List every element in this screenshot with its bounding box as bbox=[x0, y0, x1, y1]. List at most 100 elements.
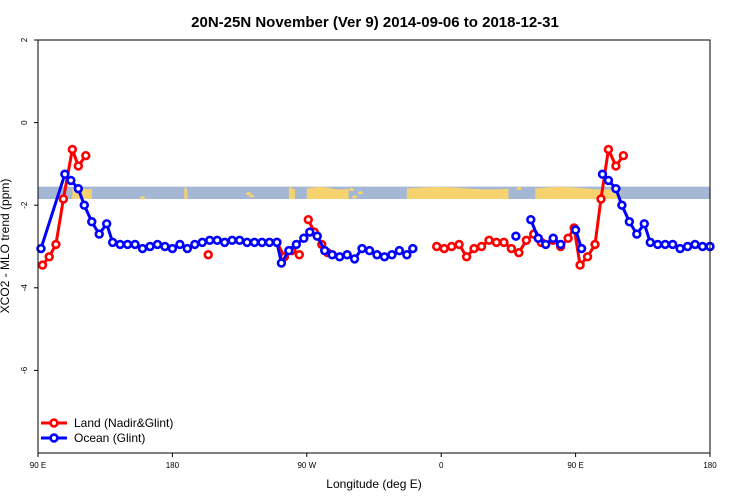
data-point bbox=[387, 250, 397, 260]
x-axis: 90 E 180 90 W 0 90 E 180 bbox=[30, 453, 717, 470]
data-point bbox=[611, 183, 621, 194]
data-point bbox=[364, 245, 375, 256]
data-point bbox=[272, 237, 282, 248]
x-tick-label: 180 bbox=[166, 461, 180, 470]
data-point bbox=[257, 237, 267, 248]
plot-area bbox=[36, 39, 715, 454]
land-mass bbox=[288, 186, 295, 200]
data-point bbox=[145, 241, 155, 252]
data-point bbox=[37, 260, 48, 270]
series-land bbox=[37, 144, 629, 270]
data-point bbox=[603, 144, 614, 155]
data-point bbox=[36, 243, 46, 254]
land-mass bbox=[406, 186, 509, 200]
data-point bbox=[570, 225, 581, 235]
data-point bbox=[611, 161, 621, 171]
data-point bbox=[590, 239, 600, 250]
data-point bbox=[67, 144, 78, 155]
land-mass bbox=[306, 186, 349, 200]
data-point bbox=[582, 252, 593, 262]
data-point bbox=[58, 194, 69, 204]
data-point bbox=[469, 243, 479, 254]
data-point bbox=[137, 243, 148, 254]
data-point bbox=[667, 239, 678, 250]
data-point bbox=[294, 250, 305, 260]
data-point bbox=[276, 258, 287, 268]
data-point bbox=[408, 243, 418, 254]
data-point bbox=[73, 183, 84, 194]
data-point bbox=[234, 235, 245, 246]
data-point bbox=[190, 239, 200, 250]
data-point bbox=[632, 229, 642, 239]
data-point bbox=[327, 250, 337, 260]
data-point bbox=[160, 241, 170, 252]
data-point bbox=[152, 239, 163, 250]
land-mass bbox=[184, 186, 188, 200]
data-point bbox=[167, 243, 178, 254]
x-tick-label: 0 bbox=[439, 461, 444, 470]
data-point bbox=[697, 241, 708, 252]
island bbox=[246, 192, 252, 196]
data-point bbox=[526, 214, 536, 225]
data-point bbox=[476, 241, 487, 252]
data-point bbox=[291, 239, 302, 250]
data-point bbox=[203, 250, 213, 260]
series-ocean bbox=[36, 169, 715, 268]
data-point bbox=[639, 219, 649, 229]
data-point bbox=[175, 239, 185, 250]
data-point bbox=[249, 237, 260, 248]
island bbox=[140, 196, 146, 200]
data-point bbox=[122, 239, 133, 250]
data-point bbox=[514, 247, 524, 258]
data-point bbox=[242, 237, 252, 248]
data-point bbox=[349, 254, 360, 264]
data-point bbox=[446, 241, 457, 252]
data-point bbox=[284, 245, 294, 256]
data-point bbox=[541, 239, 551, 250]
data-point bbox=[624, 217, 635, 227]
y-tick-label: -4 bbox=[20, 284, 29, 292]
data-point bbox=[484, 235, 494, 246]
data-point bbox=[491, 237, 502, 248]
data-point bbox=[44, 252, 54, 262]
data-point bbox=[394, 245, 405, 256]
data-point bbox=[94, 229, 104, 239]
data-point bbox=[66, 175, 76, 186]
y-tick-label: -2 bbox=[20, 201, 29, 209]
data-point bbox=[107, 237, 118, 248]
data-point bbox=[596, 194, 606, 204]
data-point bbox=[576, 243, 587, 254]
data-point bbox=[603, 175, 614, 186]
data-point bbox=[618, 150, 629, 161]
data-point bbox=[182, 243, 193, 254]
y-axis: 2 0 -2 -4 -6 bbox=[20, 37, 38, 374]
data-point bbox=[690, 239, 700, 250]
data-point bbox=[461, 252, 472, 262]
data-point bbox=[521, 235, 532, 246]
y-axis-label: XCO2 - MLO trend (ppm) bbox=[0, 179, 12, 314]
legend: Land (Nadir&Glint)Ocean (Glint) bbox=[41, 416, 173, 445]
legend-label: Land (Nadir&Glint) bbox=[74, 416, 173, 430]
data-point bbox=[130, 239, 140, 250]
data-point bbox=[305, 227, 315, 237]
data-point bbox=[219, 237, 230, 248]
data-point bbox=[682, 241, 693, 252]
data-point bbox=[312, 231, 322, 241]
data-point bbox=[645, 237, 655, 248]
data-point bbox=[79, 200, 89, 210]
x-tick-label: 180 bbox=[703, 461, 717, 470]
x-tick-label: 90 W bbox=[297, 461, 316, 470]
data-point bbox=[432, 241, 442, 252]
data-point bbox=[227, 235, 237, 246]
island bbox=[249, 194, 255, 198]
data-point bbox=[617, 200, 627, 210]
data-point bbox=[402, 250, 412, 260]
legend-item: Ocean (Glint) bbox=[41, 431, 145, 445]
plot-frame bbox=[37, 39, 711, 454]
data-point bbox=[555, 239, 566, 250]
data-point bbox=[342, 250, 352, 260]
data-point bbox=[81, 150, 91, 161]
data-point bbox=[51, 239, 61, 250]
y-tick-label: -6 bbox=[20, 366, 29, 374]
